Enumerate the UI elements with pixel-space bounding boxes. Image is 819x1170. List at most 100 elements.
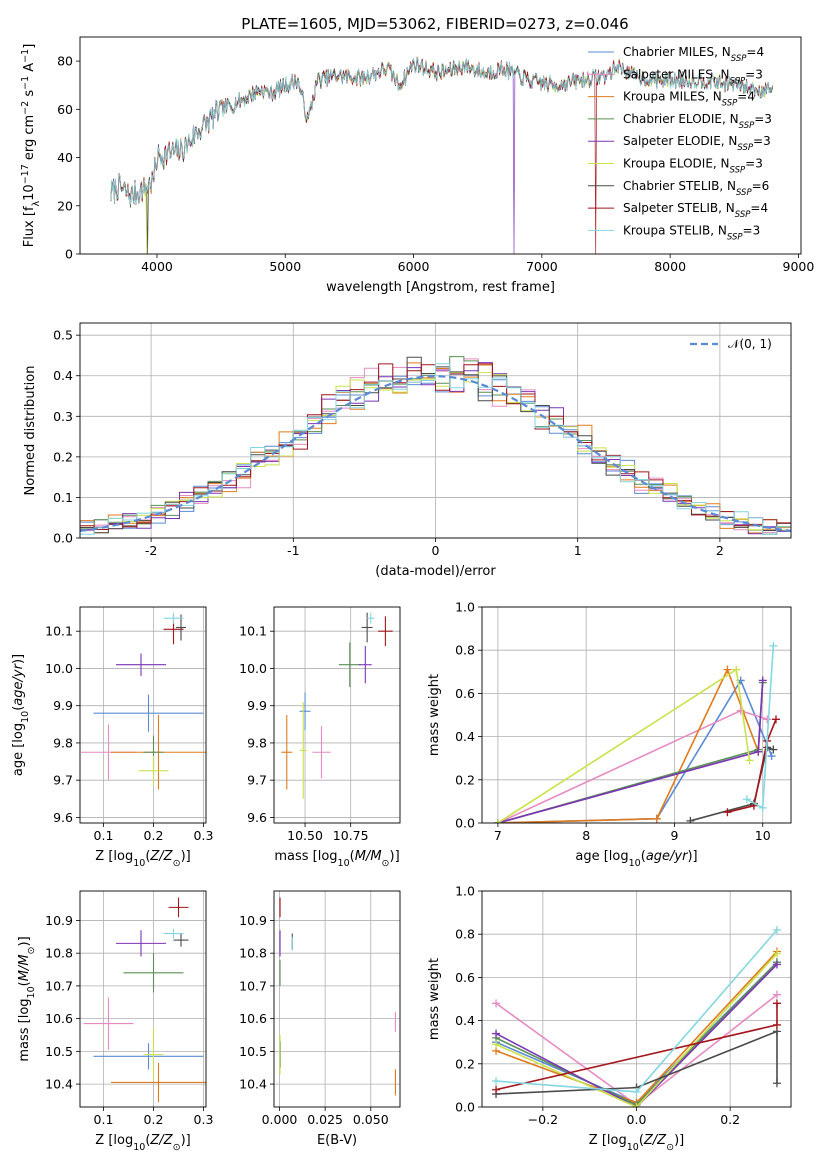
y-tick-label: 10.8	[239, 946, 267, 961]
series-marker	[732, 665, 741, 674]
y-tick-label: 0.0	[455, 1100, 475, 1115]
error-bar-point	[116, 653, 166, 676]
x-tick-label: 0.000	[262, 1112, 298, 1127]
x-tick-label: 0.3	[194, 828, 214, 843]
series-marker	[772, 1020, 781, 1029]
series-marker	[492, 1040, 501, 1049]
error-bar-point	[163, 612, 184, 624]
x-axis-label: Z [log10(Z/Z⊙)]	[95, 849, 190, 869]
x-tick-label: 0.1	[94, 1112, 114, 1127]
y-tick-label: 0.0	[455, 816, 475, 831]
series-line	[727, 718, 777, 813]
x-axis-label: Z [log10(Z/Z⊙)]	[589, 1133, 684, 1153]
y-tick-label: 0.8	[455, 927, 475, 942]
y-tick-label: 10.7	[45, 978, 73, 993]
legend-label: Kroupa ELODIE, NSSP=3	[623, 157, 763, 176]
y-tick-label: 10.4	[239, 1077, 267, 1092]
error-bar-point	[123, 953, 184, 993]
x-tick-label: 0.2	[144, 828, 164, 843]
y-tick-label: 0.0	[53, 531, 73, 546]
weight-series	[492, 999, 781, 1094]
legend-label: Chabrier MILES, NSSP=4	[623, 45, 764, 64]
x-tick-label: 10.50	[287, 828, 323, 843]
x-tick-label: 5000	[269, 259, 301, 274]
mass-vs-extinction-panel: 0.000 0.025 0.050 10.4 10.5 10.6 10.7 10.8 10.9 E…	[239, 890, 401, 1148]
y-tick-label: 9.8	[247, 735, 267, 750]
plot-area	[279, 897, 396, 1096]
y-tick-label: 0.1	[53, 490, 73, 505]
y-tick-label: 0.2	[53, 449, 73, 464]
y-tick-label: 10.1	[45, 624, 73, 639]
y-tick-label: 9.9	[53, 698, 73, 713]
error-bar-point	[138, 755, 169, 786]
axes-frame	[273, 606, 401, 824]
y-tick-label: 0	[65, 247, 73, 262]
axes-frame	[481, 890, 792, 1108]
error-bar-point	[312, 726, 331, 779]
series-marker	[772, 925, 781, 934]
y-tick-label: 0.4	[455, 1013, 475, 1028]
plot-area	[110, 56, 773, 254]
series-marker	[758, 803, 767, 812]
weight-series	[492, 925, 781, 1096]
y-tick-label: 9.7	[53, 773, 73, 788]
weight-series	[493, 665, 754, 823]
legend: 𝒩(0, 1)	[690, 337, 772, 351]
x-tick-label: 4000	[141, 259, 173, 274]
spectrum-panel: 4000 5000 6000 7000 8000 9000 0 20 40 60 80 wavelen…	[20, 36, 814, 295]
axes-frame	[79, 36, 802, 255]
spectrum-line	[110, 57, 773, 205]
y-tick-label: 10.6	[45, 1011, 73, 1026]
legend-label: Salpeter STELIB, NSSP=4	[623, 201, 768, 220]
y-axis-label: age [log10(age/yr)]	[11, 654, 31, 776]
error-bar-point	[378, 616, 393, 647]
x-tick-label: 0.3	[194, 1112, 214, 1127]
x-tick-label: 9000	[783, 259, 815, 274]
ticks: -2 -1 0 1 2 0.0 0.1 0.2 0.3 0.4 0.5	[53, 328, 724, 558]
x-axis-label: E(B-V)	[317, 1133, 357, 1148]
series-marker	[493, 819, 502, 823]
series-line	[495, 963, 778, 1107]
x-axis-label: age [log10(age/yr)]	[575, 849, 697, 869]
x-tick-label: 7000	[526, 259, 558, 274]
series-marker	[723, 665, 732, 674]
figure-title: PLATE=1605, MJD=53062, FIBERID=0273, z=0…	[241, 15, 628, 33]
series-marker	[758, 676, 767, 685]
y-tick-label: 10.0	[45, 661, 73, 676]
ticks: 4000 5000 6000 7000 8000 9000 0 20 40 60 80	[57, 54, 814, 274]
error-bar-point	[358, 646, 372, 684]
series-line	[495, 1030, 778, 1095]
x-tick-label: 8	[582, 828, 590, 843]
y-tick-label: 20	[57, 198, 73, 213]
x-tick-label: 9	[670, 828, 678, 843]
error-bar-point	[361, 612, 373, 643]
x-tick-label: 1	[574, 543, 582, 558]
histogram-series	[80, 373, 791, 532]
residuals-panel: -2 -1 0 1 2 0.0 0.1 0.2 0.3 0.4 0.5 (data-model)/er…	[23, 322, 792, 579]
y-tick-label: 0.3	[53, 409, 73, 424]
y-tick-label: 0.6	[455, 686, 475, 701]
error-bar-point	[176, 614, 186, 641]
axes-frame	[79, 606, 207, 824]
x-tick-label: 0.0	[627, 1112, 647, 1127]
x-tick-label: 2	[716, 543, 724, 558]
y-tick-label: 10.5	[45, 1044, 73, 1059]
y-axis-label: Normed distribution	[23, 366, 38, 496]
y-tick-label: 9.7	[247, 773, 267, 788]
series-line	[495, 953, 778, 1107]
weight-series	[492, 949, 781, 1107]
y-tick-label: 80	[57, 54, 73, 69]
error-bar-point	[281, 715, 293, 790]
x-axis-label: wavelength [Angstrom, rest frame]	[326, 280, 555, 295]
series-marker	[772, 949, 781, 958]
legend-label: Chabrier STELIB, NSSP=6	[623, 179, 769, 198]
y-tick-label: 9.6	[53, 810, 73, 825]
x-axis-label: Z [log10(Z/Z⊙)]	[95, 1133, 190, 1153]
mass-weight-vs-age-panel: 7 8 9 10 0.0 0.2 0.4 0.6 0.8 1.0 age [log10(age/yr…	[427, 600, 792, 869]
y-tick-label: 9.6	[247, 810, 267, 825]
gridlines	[80, 607, 206, 823]
error-bar-point	[299, 692, 311, 730]
axes-frame	[273, 890, 401, 1108]
axes-frame	[79, 322, 792, 539]
